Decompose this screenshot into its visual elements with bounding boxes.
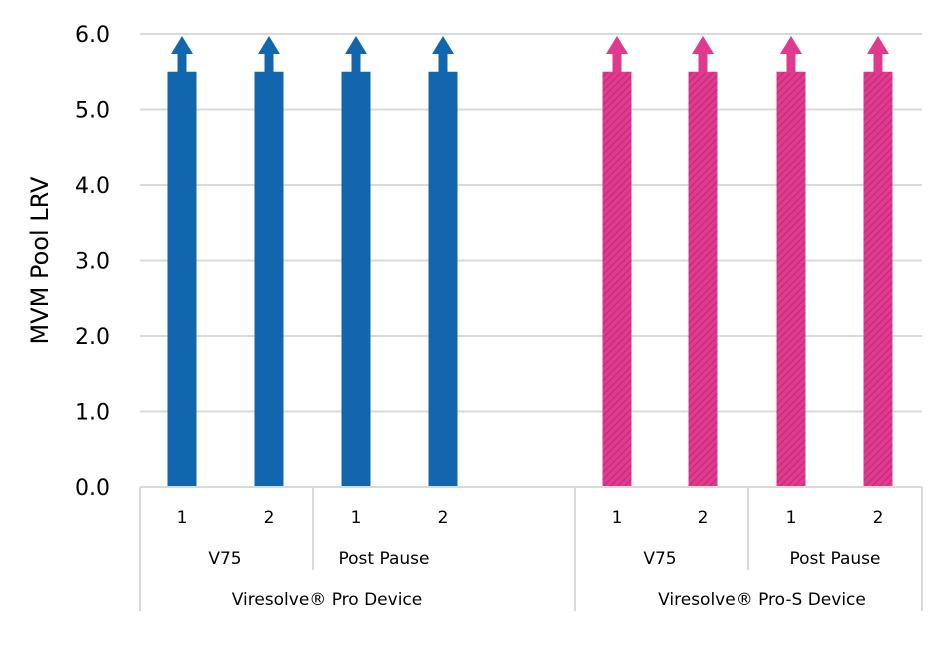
bar	[167, 71, 197, 487]
x-tick-stage: Post Pause	[790, 549, 881, 569]
bar	[428, 71, 458, 487]
bar	[688, 71, 718, 487]
arrow-head	[171, 36, 193, 54]
x-tick-device: Viresolve® Pro-S Device	[658, 590, 866, 610]
bars	[167, 36, 893, 487]
arrow-shaft	[612, 53, 622, 73]
bar	[254, 71, 284, 487]
x-tick-replicate: 2	[438, 508, 449, 528]
x-tick-replicate: 1	[786, 508, 797, 528]
x-tick-replicate: 1	[351, 508, 362, 528]
y-axis: 0.0 1.0 2.0 3.0 4.0 5.0 6.0	[75, 23, 110, 501]
y-tick-label: 0.0	[75, 476, 110, 501]
arrow-shaft	[698, 53, 708, 73]
bar	[341, 71, 371, 487]
bar	[776, 71, 806, 487]
x-tick-replicate: 2	[873, 508, 884, 528]
x-tick-replicate: 2	[698, 508, 709, 528]
y-tick-label: 4.0	[75, 174, 110, 199]
arrow-head	[432, 36, 454, 54]
arrow-shaft	[264, 53, 274, 73]
bar	[602, 71, 632, 487]
arrow-head	[692, 36, 714, 54]
y-tick-label: 3.0	[75, 250, 110, 275]
y-tick-label: 1.0	[75, 401, 110, 426]
x-tick-device: Viresolve® Pro Device	[232, 590, 422, 610]
x-tick-replicate: 1	[177, 508, 188, 528]
arrow-head	[258, 36, 280, 54]
y-tick-label: 5.0	[75, 99, 110, 124]
x-tick-stage: Post Pause	[339, 549, 430, 569]
y-tick-label: 2.0	[75, 325, 110, 350]
arrow-shaft	[786, 53, 796, 73]
arrow-head	[345, 36, 367, 54]
y-tick-label: 6.0	[75, 23, 110, 48]
arrow-shaft	[351, 53, 361, 73]
arrow-shaft	[438, 53, 448, 73]
x-tick-stage: V75	[208, 549, 241, 569]
x-tick-stage: V75	[643, 549, 676, 569]
arrow-shaft	[177, 53, 187, 73]
y-axis-label: MVM Pool LRV	[26, 176, 54, 344]
arrow-head	[606, 36, 628, 54]
x-tick-replicate: 2	[264, 508, 275, 528]
arrow-head	[780, 36, 802, 54]
arrow-shaft	[873, 53, 883, 73]
x-tick-replicate: 1	[612, 508, 623, 528]
arrow-head	[867, 36, 889, 54]
bar	[863, 71, 893, 487]
x-axis: 1 2 1 2 1 2 1 2 V75 Post Pause V75 Post Pause Vireso…	[139, 486, 923, 611]
